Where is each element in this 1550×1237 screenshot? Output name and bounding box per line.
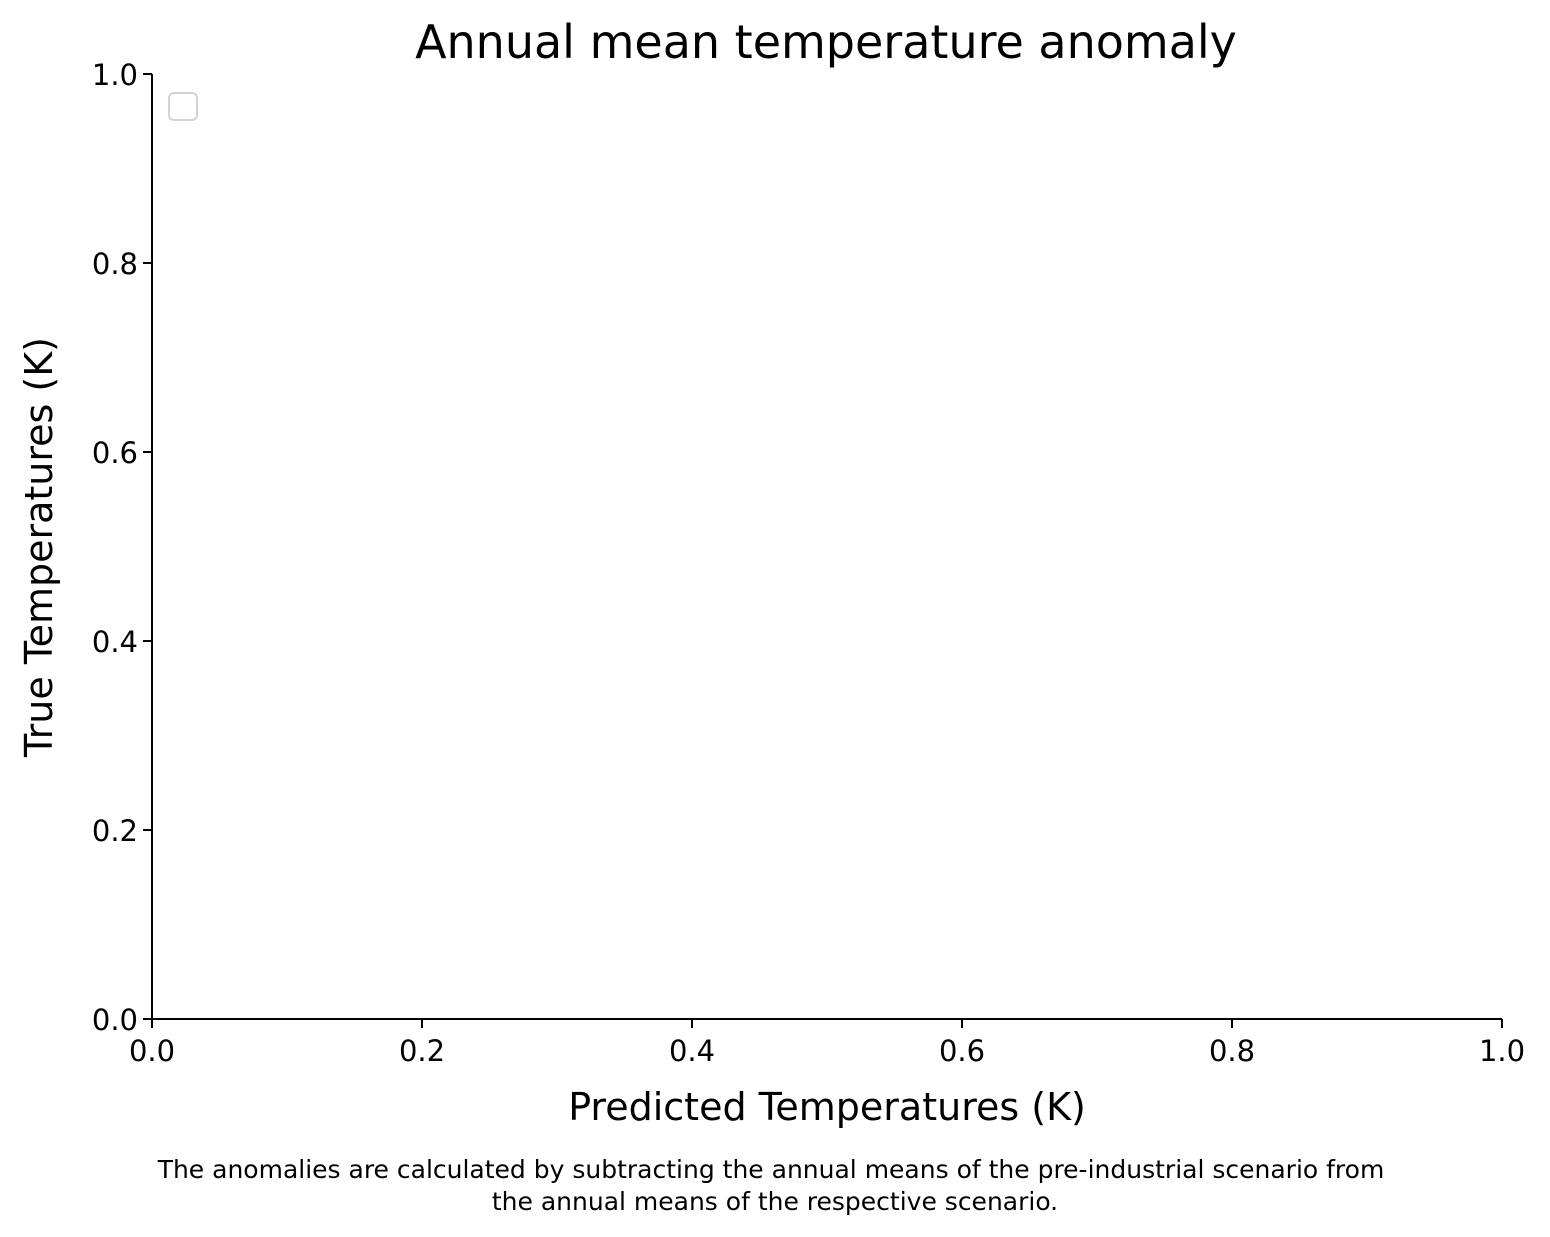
y-axis-ticks: 0.0 0.2 0.4 0.6 0.8 1.0: [92, 58, 152, 1037]
x-tick-label: 1.0: [1479, 1034, 1525, 1068]
y-tick-label: 0.4: [92, 625, 138, 659]
chart-title: Annual mean temperature anomaly: [415, 15, 1237, 69]
x-tick-label: 0.4: [669, 1034, 715, 1068]
legend-box: [168, 92, 198, 121]
y-tick-label: 0.8: [92, 247, 138, 281]
x-tick-label: 0.2: [399, 1034, 445, 1068]
x-tick-label: 0.0: [129, 1034, 175, 1068]
x-axis-label: Predicted Temperatures (K): [568, 1085, 1086, 1129]
x-tick-label: 0.8: [1209, 1034, 1255, 1068]
x-axis-ticks: 0.0 0.2 0.4 0.6 0.8 1.0: [129, 1019, 1525, 1068]
x-tick-label: 0.6: [939, 1034, 985, 1068]
y-tick-label: 0.0: [92, 1003, 138, 1037]
y-axis-label: True Temperatures (K): [17, 337, 61, 758]
caption-line-1: The anomalies are calculated by subtract…: [157, 1155, 1385, 1184]
y-tick-label: 0.6: [92, 436, 138, 470]
y-tick-label: 1.0: [92, 58, 138, 92]
caption-line-2: the annual means of the respective scena…: [492, 1187, 1058, 1216]
y-tick-label: 0.2: [92, 814, 138, 848]
